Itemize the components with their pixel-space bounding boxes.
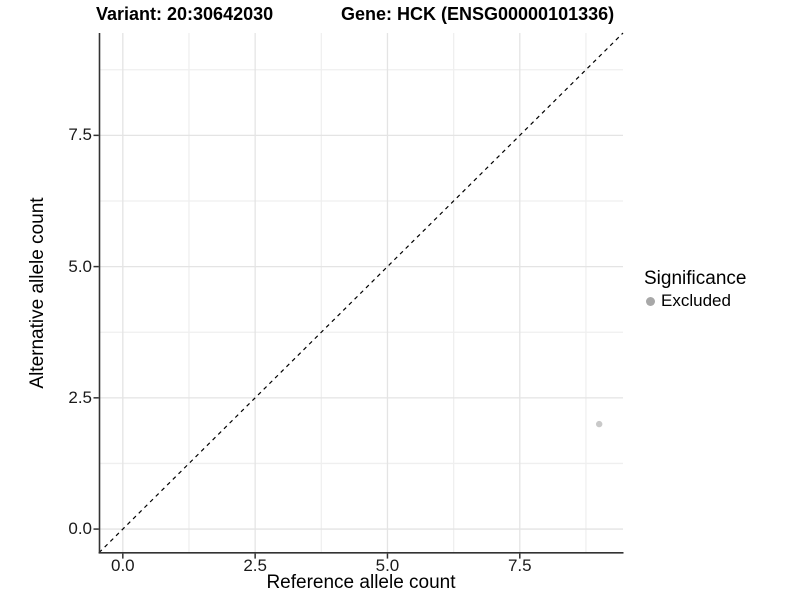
x-tick-label: 7.5 xyxy=(507,556,532,575)
x-axis-title: Reference allele count xyxy=(266,572,456,593)
data-point xyxy=(595,420,603,428)
x-tick-label: 5.0 xyxy=(375,556,400,575)
excluded-point-icon xyxy=(646,296,655,306)
legend-entry-label: Excluded xyxy=(661,291,731,310)
plot-title-variant: Variant: 20:30642030 xyxy=(96,4,274,24)
identity-dashed-line xyxy=(98,32,624,554)
y-tick-label: 2.5 xyxy=(68,387,92,407)
x-tick-label: 0.0 xyxy=(110,556,135,575)
y-tick-label: 7.5 xyxy=(68,125,92,145)
x-tick-label: 2.5 xyxy=(243,556,267,575)
plot-panel xyxy=(93,32,624,559)
legend-entry-excluded: Excluded xyxy=(644,291,746,310)
y-tick-label: 5.0 xyxy=(68,256,92,276)
y-tick-label: 0.0 xyxy=(68,519,92,539)
y-axis-title: Alternative allele count xyxy=(27,197,48,389)
plot-title-gene: Gene: HCK (ENSG00000101336) xyxy=(341,4,615,24)
legend-title: Significance xyxy=(644,268,747,289)
legend: Significance Excluded xyxy=(644,268,746,310)
